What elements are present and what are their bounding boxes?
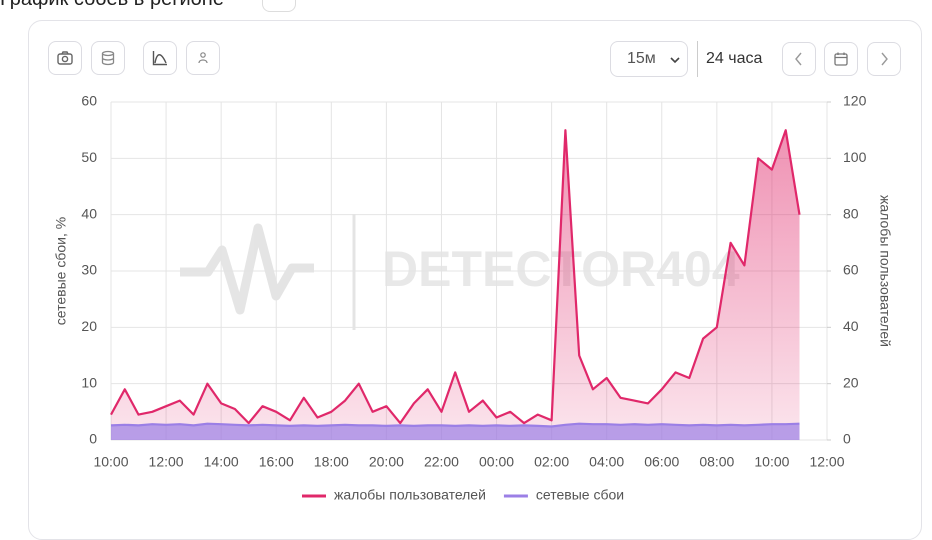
x-tick-label: 00:00 [479,454,514,470]
x-tick-label: 12:00 [809,454,844,470]
next-button[interactable] [867,42,901,76]
x-tick-label: 14:00 [204,454,239,470]
y-tick-label: 20 [81,318,97,334]
calendar-button[interactable] [824,42,858,76]
screenshot-button[interactable] [48,41,82,75]
y-tick-label: 40 [81,205,97,221]
y2-tick-label: 100 [843,149,867,165]
user-button[interactable] [186,41,220,75]
interval-select[interactable]: 15м [610,41,688,77]
x-tick-label: 10:00 [93,454,128,470]
y2-tick-label: 0 [843,431,851,447]
chart-mode-button[interactable] [143,41,177,75]
area [111,130,800,440]
x-tick-label: 16:00 [259,454,294,470]
y2-tick-label: 20 [843,374,859,390]
legend-label: жалобы пользователей [334,487,486,503]
y-tick-label: 10 [81,374,97,390]
range-label: 24 часа [697,41,762,77]
x-tick-label: 22:00 [424,454,459,470]
area [111,423,800,440]
y-axis-title: сетевые сбои, % [53,217,69,325]
prev-button[interactable] [782,42,816,76]
section-title: График сбоев в регионе [0,0,224,11]
x-tick-label: 02:00 [534,454,569,470]
x-tick-label: 20:00 [369,454,404,470]
y-tick-label: 0 [89,431,97,447]
watermark: DETECTOR404 [180,214,740,330]
line [110,422,800,428]
x-tick-label: 04:00 [589,454,624,470]
x-tick-label: 10:00 [754,454,789,470]
y2-axis-title: жалобы пользователей [877,195,893,347]
y2-tick-label: 40 [843,318,859,334]
y-tick-label: 30 [81,262,97,278]
y2-tick-label: 120 [843,93,867,109]
info-button[interactable] [262,0,296,12]
y-tick-label: 50 [81,149,97,165]
legend-label: сетевые сбои [536,487,624,503]
chart: DETECTOR404 сетевые сбои, % жалобы польз… [53,93,894,503]
y2-tick-label: 60 [843,262,859,278]
y-tick-label: 60 [81,93,97,109]
x-tick-label: 18:00 [314,454,349,470]
x-tick-label: 08:00 [699,454,734,470]
x-tick-label: 06:00 [644,454,679,470]
y2-tick-label: 80 [843,205,859,221]
line [110,129,801,425]
interval-value: 15м [627,50,656,67]
data-button[interactable] [91,41,125,75]
x-tick-label: 12:00 [149,454,184,470]
